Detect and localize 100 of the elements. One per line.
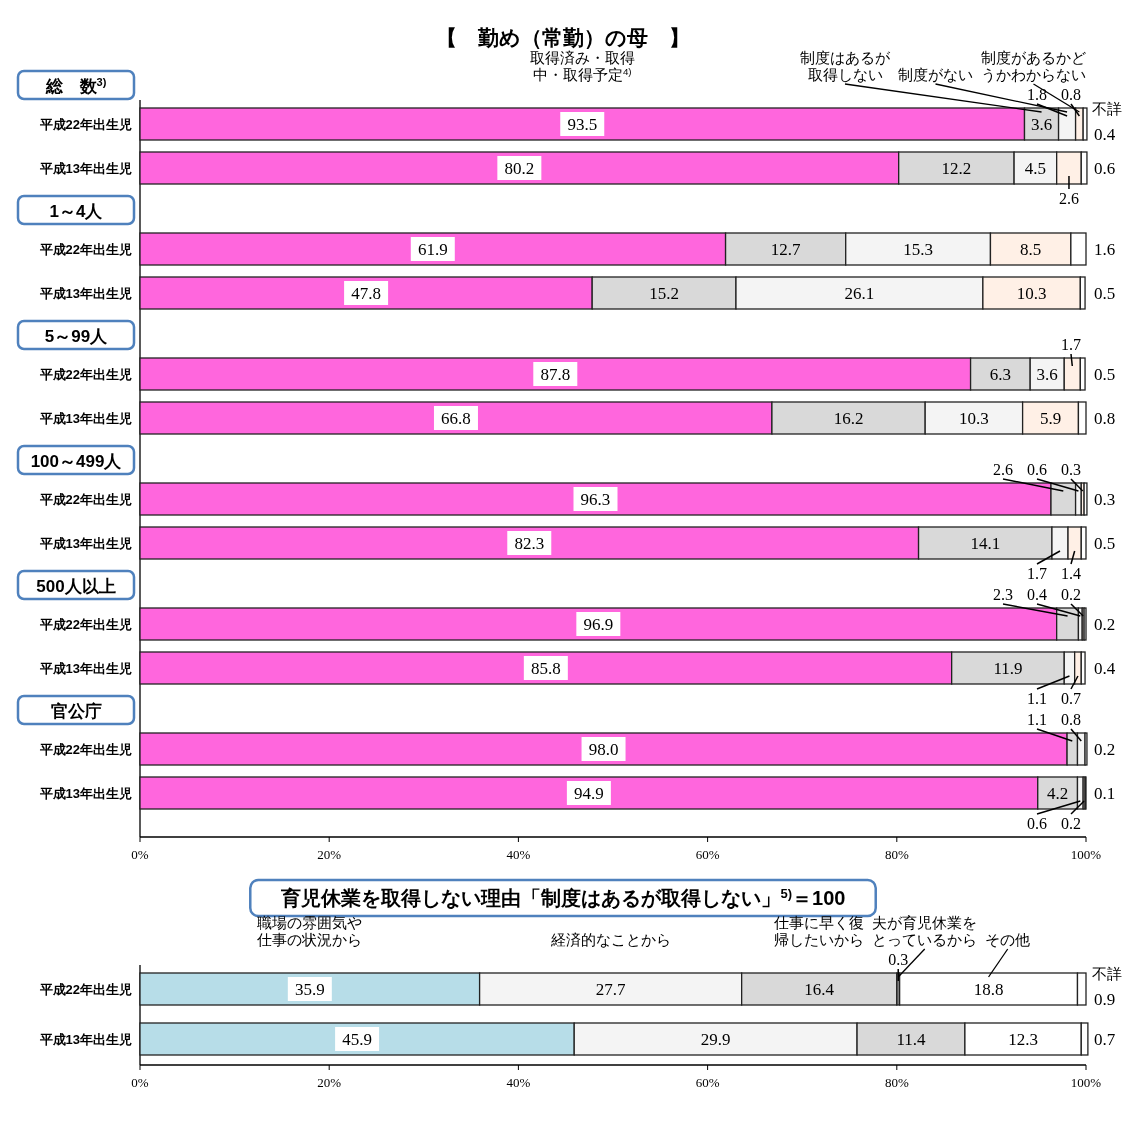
data-label: 1.6 (1094, 240, 1116, 259)
data-label: 0.9 (1094, 990, 1116, 1009)
data-label: 82.3 (514, 534, 545, 553)
x-tick-label: 80% (884, 1075, 909, 1090)
data-label: 2.6 (993, 461, 1013, 478)
y-tick-label: 平成13年出生児 (38, 786, 132, 801)
data-label: 96.3 (580, 490, 611, 509)
data-label: 0.4 (1094, 125, 1116, 144)
data-label: 1.7 (1061, 336, 1081, 353)
x-tick-label: 20% (317, 1075, 342, 1090)
x-tick-label: 40% (506, 847, 531, 862)
data-label: 0.5 (1094, 365, 1116, 384)
x-tick-label: 0% (131, 847, 149, 862)
x-tick-label: 60% (695, 847, 720, 862)
text: 1～4人 (49, 202, 104, 221)
data-label: 0.6 (1027, 815, 1047, 832)
x-tick-label: 40% (506, 1075, 531, 1090)
data-label: 0.2 (1094, 615, 1116, 634)
y-tick-label: 平成13年出生児 (38, 161, 132, 176)
data-label: 1.4 (1061, 565, 1081, 582)
series-label: 職場の雰囲気や仕事の状況から (256, 914, 363, 948)
series-label: 不詳 (1092, 100, 1122, 117)
data-label: 3.6 (1036, 365, 1058, 384)
data-label: 98.0 (588, 740, 619, 759)
data-label: 18.8 (973, 980, 1004, 999)
text: 500人以上 (36, 577, 116, 596)
data-label: 26.1 (844, 284, 875, 303)
series-label: 仕事に早く復帰したいから (773, 914, 865, 948)
data-label: 11.4 (896, 1030, 927, 1049)
text: 夫が育児休業をとっているから (872, 914, 978, 948)
data-label: 14.1 (970, 534, 1001, 553)
data-label: 66.8 (441, 409, 471, 428)
data-label: 0.6 (1094, 159, 1116, 178)
data-label: 96.9 (583, 615, 614, 634)
y-tick-label: 平成22年出生児 (38, 492, 132, 507)
y-tick-label: 平成22年出生児 (38, 242, 132, 257)
x-tick-label: 100% (1070, 1075, 1102, 1090)
data-label: 10.3 (959, 409, 989, 428)
data-label: 4.2 (1046, 784, 1069, 803)
data-label: 29.9 (700, 1030, 731, 1049)
data-label: 12.7 (770, 240, 802, 259)
data-label: 15.3 (903, 240, 933, 259)
series-label: 不詳 (1092, 965, 1122, 982)
data-label: 16.2 (833, 409, 864, 428)
data-label: 2.3 (993, 586, 1013, 603)
data-label: 61.9 (417, 240, 448, 259)
y-tick-label: 平成13年出生児 (38, 411, 132, 426)
data-label: 0.7 (1094, 1030, 1116, 1049)
data-label: 0.1 (1094, 784, 1116, 803)
data-label: 0.7 (1061, 690, 1081, 707)
data-label: 0.3 (1094, 490, 1116, 509)
data-label: 45.9 (342, 1030, 372, 1049)
data-label: 5.9 (1039, 409, 1062, 428)
data-label: 47.8 (351, 284, 381, 303)
data-label: 35.9 (294, 980, 325, 999)
data-label: 0.2 (1061, 586, 1081, 603)
y-tick-label: 平成22年出生児 (38, 617, 132, 632)
data-label: 4.5 (1024, 159, 1047, 178)
data-label: 0.4 (1027, 586, 1047, 603)
y-tick-label: 平成22年出生児 (38, 742, 132, 757)
data-label: 94.9 (574, 784, 604, 803)
x-tick-label: 80% (884, 847, 909, 862)
data-label: 8.5 (1020, 240, 1042, 259)
data-label: 1.8 (1027, 86, 1047, 103)
chart-title: 【 勤め（常勤）の母 】 (436, 26, 690, 49)
data-label: 6.3 (989, 365, 1012, 384)
data-label: 0.8 (1061, 86, 1081, 103)
data-label: 0.4 (1094, 659, 1116, 678)
data-label: 11.9 (993, 659, 1023, 678)
x-tick-label: 60% (695, 1075, 720, 1090)
data-label: 0.8 (1061, 711, 1081, 728)
data-label: 0.2 (1061, 815, 1081, 832)
data-label: 93.5 (567, 115, 598, 134)
chart-title: 育児休業を取得しない理由「制度はあるが取得しない」$^{5)}$＝100 (279, 885, 846, 909)
data-label: 0.3 (888, 951, 909, 968)
text: 総 数$^{3)}$ (44, 76, 107, 96)
y-tick-label: 平成22年出生児 (38, 982, 132, 997)
data-label: 0.8 (1094, 409, 1116, 428)
data-label: 1.1 (1027, 690, 1047, 707)
data-label: 2.6 (1058, 190, 1079, 207)
data-label: 0.5 (1094, 534, 1116, 553)
y-tick-label: 平成13年出生児 (38, 1032, 132, 1047)
x-tick-label: 100% (1070, 847, 1102, 862)
y-tick-label: 平成22年出生児 (38, 117, 132, 132)
data-label: 10.3 (1016, 284, 1047, 303)
data-label: 80.2 (504, 159, 535, 178)
data-label: 0.2 (1094, 740, 1116, 759)
x-tick-label: 20% (317, 847, 342, 862)
data-label: 0.5 (1094, 284, 1116, 303)
text: 制度がない (898, 66, 973, 83)
series-label: 取得済み・取得中・取得予定$^{4)}$ (529, 49, 635, 83)
text: 5～99人 (44, 327, 109, 346)
data-label: 1.1 (1027, 711, 1047, 728)
data-label: 1.7 (1027, 565, 1047, 582)
data-label: 16.4 (804, 980, 835, 999)
series-label: 制度があるかどうかわからない (981, 49, 1086, 83)
series-label: 経済的なことから (549, 931, 671, 948)
data-label: 15.2 (649, 284, 679, 303)
data-label: 12.2 (941, 159, 972, 178)
text: 制度はあるが取得しない (800, 49, 891, 83)
